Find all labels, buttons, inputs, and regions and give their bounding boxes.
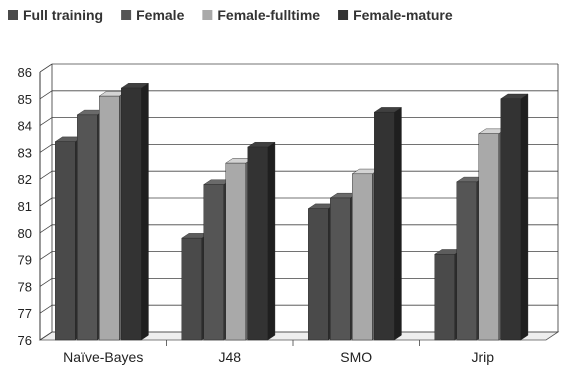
bar-front <box>77 114 98 341</box>
bar <box>500 93 529 341</box>
x-tick-label: SMO <box>340 349 372 365</box>
bar-front <box>121 87 142 341</box>
legend-label: Female-mature <box>353 7 453 23</box>
y-tick-label: 78 <box>18 279 32 294</box>
y-tick-label: 85 <box>18 92 32 107</box>
bar-side <box>394 107 402 341</box>
bar-front <box>434 254 455 341</box>
bar-front <box>308 208 329 341</box>
legend-swatch <box>338 10 349 20</box>
bars <box>54 82 529 341</box>
bar-front <box>247 146 268 341</box>
y-tick-label: 84 <box>18 119 32 134</box>
y-tick-label: 82 <box>18 172 32 187</box>
y-tick-label: 81 <box>18 199 32 214</box>
bar <box>120 82 150 341</box>
bar-side <box>267 141 276 341</box>
bar-front <box>203 184 224 341</box>
bar-front <box>55 141 76 341</box>
gridline-side <box>39 197 53 207</box>
bar-front <box>374 111 395 341</box>
y-tick-label: 76 <box>18 333 32 348</box>
y-tick-label: 83 <box>18 145 32 160</box>
bar-front <box>478 133 499 341</box>
bar-front <box>500 98 521 341</box>
gridline-side <box>39 63 53 73</box>
bar-front <box>181 237 202 341</box>
y-tick-label: 77 <box>18 306 32 321</box>
bar <box>247 141 276 341</box>
bar-front <box>225 162 246 341</box>
gridline-side <box>39 331 53 341</box>
axis-labels: 76 77 78 79 80 81 82 83 84 85 86 Naïve-Bayes J48 SMO J… <box>18 65 495 365</box>
gridline-side <box>39 304 53 314</box>
bar-side <box>520 93 529 341</box>
gridline-side <box>39 117 53 126</box>
bar-side <box>141 82 149 341</box>
legend-label: Female <box>136 7 184 23</box>
gridline-side <box>39 251 53 260</box>
gridline-side <box>39 224 53 234</box>
legend-swatch <box>121 10 132 20</box>
x-tick-label: J48 <box>218 349 241 365</box>
y-tick-label: 79 <box>18 253 32 268</box>
legend-swatch <box>8 10 18 20</box>
gridline-side <box>39 90 53 100</box>
legend-label: Full training <box>23 7 103 23</box>
y-tick-label: 86 <box>18 65 32 80</box>
bar-front <box>99 95 120 341</box>
legend-swatch <box>202 10 213 20</box>
gridline-side <box>39 144 53 153</box>
gridline-side <box>39 278 53 287</box>
bar-front <box>352 173 373 341</box>
bar <box>373 107 403 341</box>
axes <box>39 64 559 346</box>
gridline-side <box>39 170 53 180</box>
legend: Full training Female Female-fulltime Female… <box>8 7 453 23</box>
bar-front <box>330 197 351 341</box>
legend-label: Female-fulltime <box>217 7 320 23</box>
x-tick-label: Jrip <box>471 349 494 365</box>
x-tick-label: Naïve-Bayes <box>63 349 143 365</box>
y-tick-label: 80 <box>18 226 32 241</box>
bar-front <box>456 181 477 341</box>
